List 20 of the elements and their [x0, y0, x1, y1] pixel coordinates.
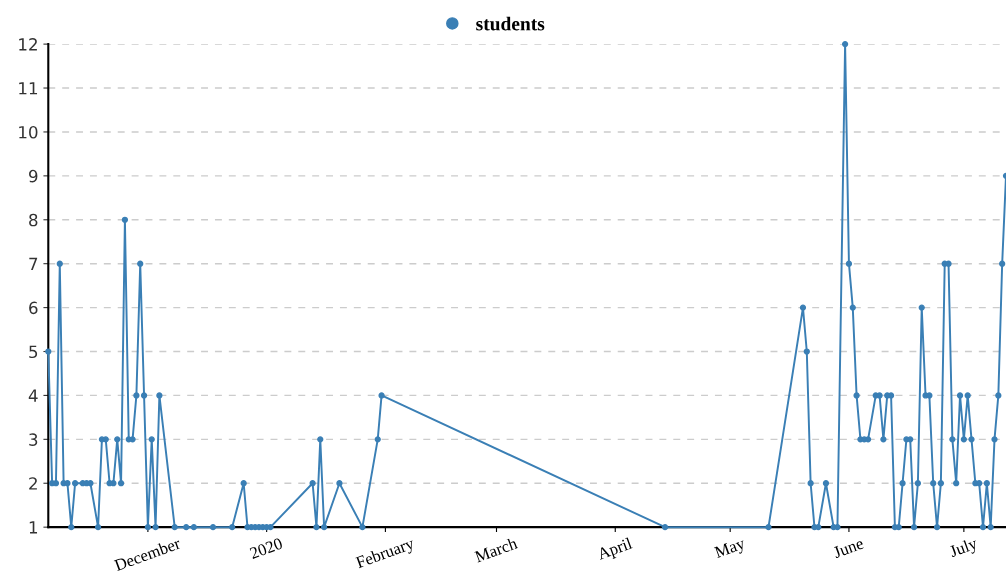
y-tick-label: 2: [29, 477, 37, 490]
y-tick-label: 3: [29, 433, 38, 446]
y-tick-label: 12: [19, 38, 37, 51]
y-tick-label: 4: [28, 389, 38, 402]
x-tick-label: April: [596, 537, 635, 564]
y-tick-label: 11: [19, 82, 38, 95]
y-tick-label: 1: [29, 521, 38, 534]
x-tick-label: June: [832, 537, 865, 559]
x-tick-label: February: [354, 536, 417, 572]
y-tick-label: 6: [29, 301, 38, 315]
y-tick-label: 10: [19, 125, 38, 139]
y-tick-label: 5: [29, 345, 38, 359]
x-tick-label: 2020: [249, 537, 284, 560]
y-tick-label: 7: [29, 257, 38, 271]
legend-label: students: [476, 16, 545, 31]
y-tick-label: 9: [29, 169, 38, 183]
x-tick-label: July: [948, 536, 980, 561]
x-tick-label: May: [713, 537, 748, 562]
y-tick-label: 8: [29, 213, 38, 227]
x-tick-label: March: [473, 536, 519, 563]
